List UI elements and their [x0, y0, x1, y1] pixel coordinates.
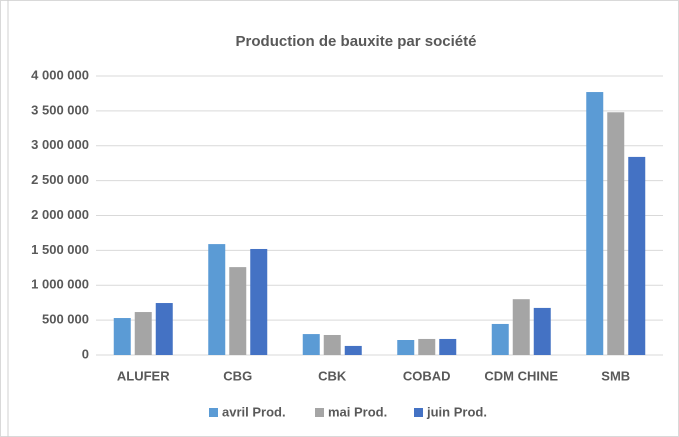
y-tick-label: 1 000 000 — [31, 277, 89, 292]
legend-label: mai Prod. — [328, 404, 387, 419]
legend-label: avril Prod. — [222, 404, 286, 419]
x-tick-label: SMB — [601, 368, 630, 383]
chart-title: Production de bauxite par société — [236, 33, 477, 50]
x-tick-label: ALUFER — [117, 368, 170, 383]
bar — [586, 92, 604, 355]
y-tick-label: 3 000 000 — [31, 137, 89, 152]
bar — [323, 334, 341, 355]
bar — [134, 312, 152, 355]
x-tick-label: COBAD — [403, 368, 451, 383]
bar — [607, 112, 625, 356]
bar — [439, 338, 457, 355]
y-tick-label: 1 500 000 — [31, 242, 89, 257]
legend-label: juin Prod. — [426, 404, 487, 419]
y-tick-label: 3 500 000 — [31, 102, 89, 117]
y-tick-label: 4 000 000 — [31, 67, 89, 82]
y-tick-label: 0 — [82, 346, 89, 361]
bar — [397, 340, 415, 355]
bar — [418, 338, 436, 355]
bar — [344, 345, 362, 355]
bar — [491, 323, 509, 355]
bar — [113, 318, 131, 355]
bar — [155, 303, 173, 355]
bar — [512, 299, 530, 355]
x-tick-label: CDM CHINE — [484, 368, 558, 383]
legend-swatch — [315, 408, 324, 417]
y-tick-label: 2 500 000 — [31, 172, 89, 187]
x-tick-label: CBK — [318, 368, 347, 383]
bar — [628, 156, 646, 355]
bar — [250, 248, 268, 355]
bar — [302, 334, 320, 355]
x-tick-label: CBG — [223, 368, 252, 383]
bar — [533, 307, 551, 355]
bar — [229, 267, 247, 355]
legend-swatch — [209, 408, 218, 417]
legend-swatch — [414, 408, 423, 417]
y-tick-label: 2 000 000 — [31, 207, 89, 222]
bar — [208, 244, 226, 355]
y-tick-label: 500 000 — [42, 312, 89, 327]
